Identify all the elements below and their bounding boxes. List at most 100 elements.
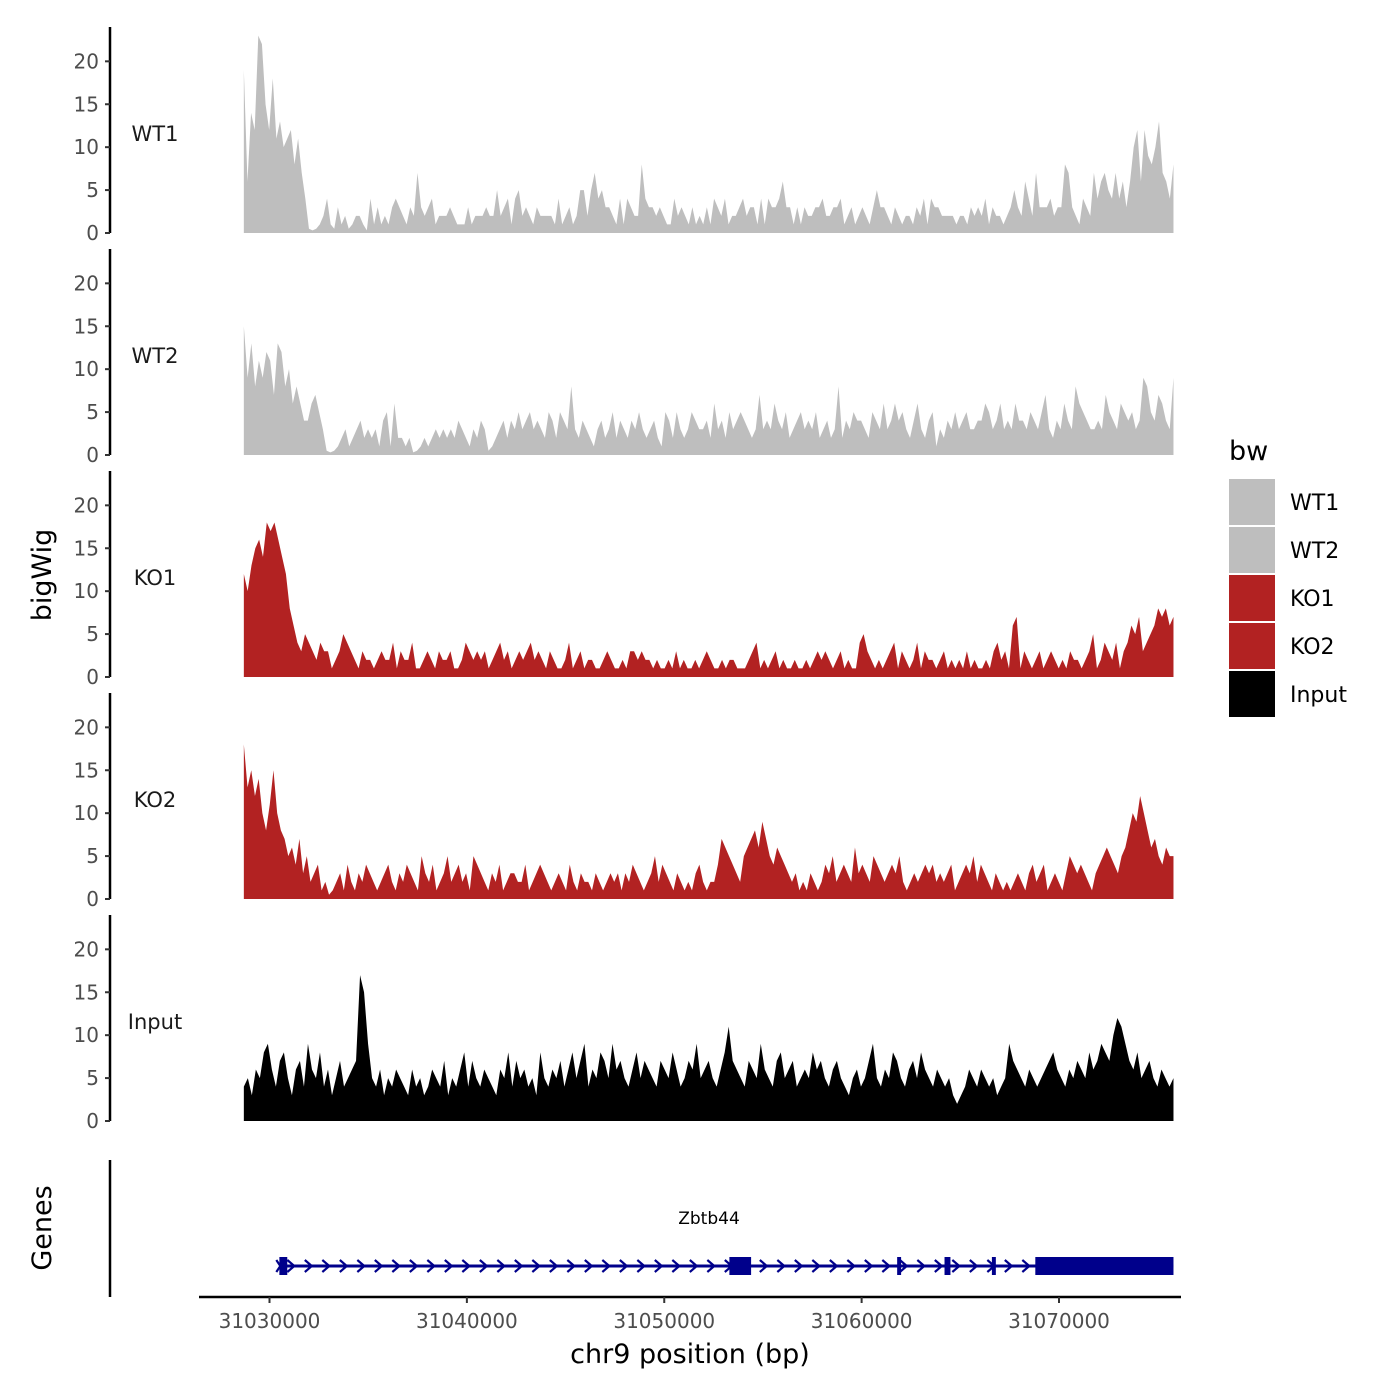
genes-axis-title: Genes — [27, 1185, 58, 1270]
track-ko1: 0 5 10 15 20 KO1 — [74, 471, 1174, 689]
strand-arrow — [601, 1259, 612, 1273]
strand-arrow — [514, 1259, 524, 1273]
strand-arrow — [549, 1259, 559, 1273]
x-tick-label: 31040000 — [416, 1309, 518, 1333]
area-series-wt1 — [243, 35, 1174, 233]
y-tick-label: 15 — [74, 92, 99, 116]
strand-arrow — [829, 1259, 839, 1273]
gene-exon-small — [279, 1257, 288, 1275]
strand-arrow — [461, 1259, 472, 1273]
strand-arrow — [304, 1259, 314, 1273]
strand-arrow — [1004, 1259, 1014, 1273]
gene-exon — [1035, 1257, 1174, 1275]
y-tick-label: 20 — [74, 493, 99, 517]
track-wt2: 0 5 10 15 20 WT2 — [74, 249, 1174, 467]
legend-key-wt1 — [1229, 479, 1275, 525]
y-tick-label: 5 — [86, 1066, 99, 1090]
strand-arrow — [356, 1259, 367, 1273]
y-tick-label: 15 — [74, 314, 99, 338]
y-tick-label: 0 — [86, 887, 99, 911]
gene-exon — [729, 1257, 752, 1275]
strand-arrow — [1021, 1259, 1032, 1273]
strand-arrow — [776, 1259, 787, 1273]
area-series-wt2 — [243, 326, 1174, 455]
y-tick-label: 10 — [74, 579, 99, 603]
y-tick-label: 20 — [74, 937, 99, 961]
y-tick-label: 0 — [86, 665, 99, 689]
legend-key-wt2 — [1229, 527, 1275, 573]
track-label: WT1 — [132, 122, 179, 146]
x-tick-label: 31050000 — [613, 1309, 715, 1333]
x-tick-label: 31070000 — [1008, 1309, 1110, 1333]
legend-label: KO2 — [1290, 635, 1335, 660]
strand-arrow — [444, 1259, 454, 1273]
track-label: KO1 — [134, 566, 177, 590]
strand-arrow — [286, 1259, 297, 1273]
track-label: WT2 — [132, 344, 179, 368]
y-tick-label: 0 — [86, 443, 99, 467]
legend-label: WT2 — [1290, 539, 1339, 564]
strand-arrow — [916, 1259, 927, 1273]
strand-arrow — [321, 1259, 332, 1273]
strand-arrow — [479, 1259, 489, 1273]
y-tick-label: 15 — [74, 758, 99, 782]
y-tick-label: 0 — [86, 221, 99, 245]
strand-arrow — [881, 1259, 892, 1273]
strand-arrow — [584, 1259, 594, 1273]
area-series-ko1 — [243, 522, 1174, 677]
strand-arrow — [391, 1259, 402, 1273]
legend-label: WT1 — [1290, 491, 1339, 516]
strand-arrow — [811, 1259, 822, 1273]
strand-arrow — [969, 1259, 979, 1273]
y-tick-label: 10 — [74, 135, 99, 159]
strand-arrow — [689, 1259, 699, 1273]
strand-arrow — [794, 1259, 804, 1273]
legend-title: bw — [1229, 436, 1268, 467]
legend-label: Input — [1290, 683, 1347, 708]
gene-track: Zbtb44 — [108, 1160, 1174, 1297]
x-axis: 31030000 31040000 31050000 31060000 31070000 — [199, 1295, 1181, 1333]
x-tick-label: 31060000 — [811, 1309, 913, 1333]
strand-arrow — [899, 1259, 909, 1273]
strand-arrow — [934, 1259, 944, 1273]
strand-arrow — [671, 1259, 682, 1273]
x-axis-title: chr9 position (bp) — [570, 1339, 810, 1370]
gene-exon-small — [991, 1257, 996, 1275]
strand-arrow — [759, 1259, 769, 1273]
legend-key-ko2 — [1229, 623, 1275, 669]
track-label: KO2 — [134, 788, 177, 812]
y-axis-title: bigWig — [27, 529, 58, 622]
strand-arrow — [426, 1259, 437, 1273]
track-wt1: 0 5 10 15 20 WT1 — [74, 27, 1174, 245]
track-ko2: 0 5 10 15 20 KO2 — [74, 693, 1174, 911]
y-tick-label: 10 — [74, 801, 99, 825]
strand-arrow — [339, 1259, 349, 1273]
y-tick-label: 5 — [86, 622, 99, 646]
y-tick-label: 20 — [74, 715, 99, 739]
legend-label: KO1 — [1290, 587, 1335, 612]
y-tick-label: 20 — [74, 271, 99, 295]
strand-arrow — [619, 1259, 629, 1273]
y-tick-label: 5 — [86, 844, 99, 868]
y-tick-label: 5 — [86, 400, 99, 424]
gene-label: Zbtb44 — [678, 1209, 740, 1229]
y-tick-label: 15 — [74, 980, 99, 1004]
strand-arrow — [951, 1259, 962, 1273]
strand-arrow — [566, 1259, 577, 1273]
strand-arrow — [496, 1259, 507, 1273]
track-input: 0 5 10 15 20 Input — [74, 915, 1174, 1133]
y-tick-label: 15 — [74, 536, 99, 560]
y-tick-label: 20 — [74, 49, 99, 73]
legend-key-ko1 — [1229, 575, 1275, 621]
y-tick-label: 10 — [74, 357, 99, 381]
y-tick-label: 5 — [86, 178, 99, 202]
y-tick-label: 0 — [86, 1109, 99, 1133]
track-label: Input — [128, 1010, 182, 1034]
strand-arrow — [409, 1259, 419, 1273]
bigwig-tracks: 0 5 10 15 20 WT1 0 5 10 15 20 WT2 0 5 10 15 20 KO1 0 5 10 15 2… — [74, 27, 1174, 1133]
x-tick-label: 31030000 — [219, 1309, 321, 1333]
strand-arrow — [636, 1259, 647, 1273]
strand-arrow — [864, 1259, 874, 1273]
gene-exon-small — [944, 1257, 951, 1275]
